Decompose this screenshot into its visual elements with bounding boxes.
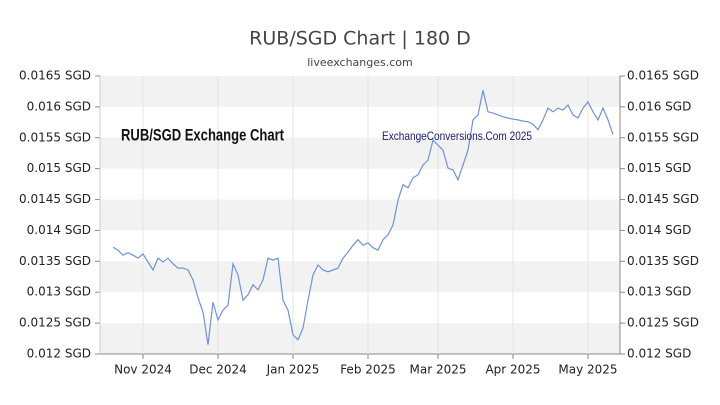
y-tick-label: 0.016 SGD <box>27 99 91 113</box>
x-tick-label: Jan 2025 <box>266 363 320 377</box>
y2-tick-label: 0.015 SGD <box>627 161 691 175</box>
plot-area: 0.012 SGD 0.012 SGD 0.0125 SGD 0.0125 SGD 0.… <box>19 69 699 377</box>
y-tick-label: 0.0155 SGD <box>19 130 91 144</box>
y2-tick-label: 0.013 SGD <box>627 285 691 299</box>
y2-tick-label: 0.0145 SGD <box>627 192 699 206</box>
annotation: ExchangeConversions.Com 2025 <box>382 129 532 143</box>
x-tick-label: Apr 2025 <box>485 363 540 377</box>
y-tick-label: 0.013 SGD <box>27 285 91 299</box>
data-line <box>112 90 614 345</box>
x-tick-label: Mar 2025 <box>410 363 467 377</box>
chart-subtitle: liveexchanges.com <box>307 56 412 69</box>
y2-tick-label: 0.012 SGD <box>627 347 691 361</box>
y-tick-label: 0.012 SGD <box>27 347 91 361</box>
grid-band <box>100 137 620 169</box>
y2-tick-label: 0.0155 SGD <box>627 130 699 144</box>
grid-band <box>100 199 620 231</box>
y2-tick-label: 0.016 SGD <box>627 99 691 113</box>
annotation: RUB/SGD Exchange Chart <box>121 125 284 144</box>
x-tick-label: May 2025 <box>558 363 617 377</box>
x-tick-label: Feb 2025 <box>340 363 396 377</box>
y2-tick-label: 0.014 SGD <box>627 223 691 237</box>
y2-tick-label: 0.0165 SGD <box>627 69 699 83</box>
y-tick-label: 0.0135 SGD <box>19 254 91 268</box>
x-tick-label: Nov 2024 <box>114 363 172 377</box>
y-tick-label: 0.0125 SGD <box>19 316 91 330</box>
grid-band <box>100 76 620 107</box>
y2-tick-label: 0.0125 SGD <box>627 316 699 330</box>
y-tick-label: 0.0165 SGD <box>19 69 91 83</box>
y-tick-label: 0.0145 SGD <box>19 192 91 206</box>
y-tick-label: 0.014 SGD <box>27 223 91 237</box>
grid-band <box>100 261 620 293</box>
y2-tick-label: 0.0135 SGD <box>627 254 699 268</box>
x-tick-label: Dec 2024 <box>189 363 247 377</box>
grid-band <box>100 323 620 354</box>
chart-title: RUB/SGD Chart | 180 D <box>249 28 471 50</box>
y-tick-label: 0.015 SGD <box>27 161 91 175</box>
